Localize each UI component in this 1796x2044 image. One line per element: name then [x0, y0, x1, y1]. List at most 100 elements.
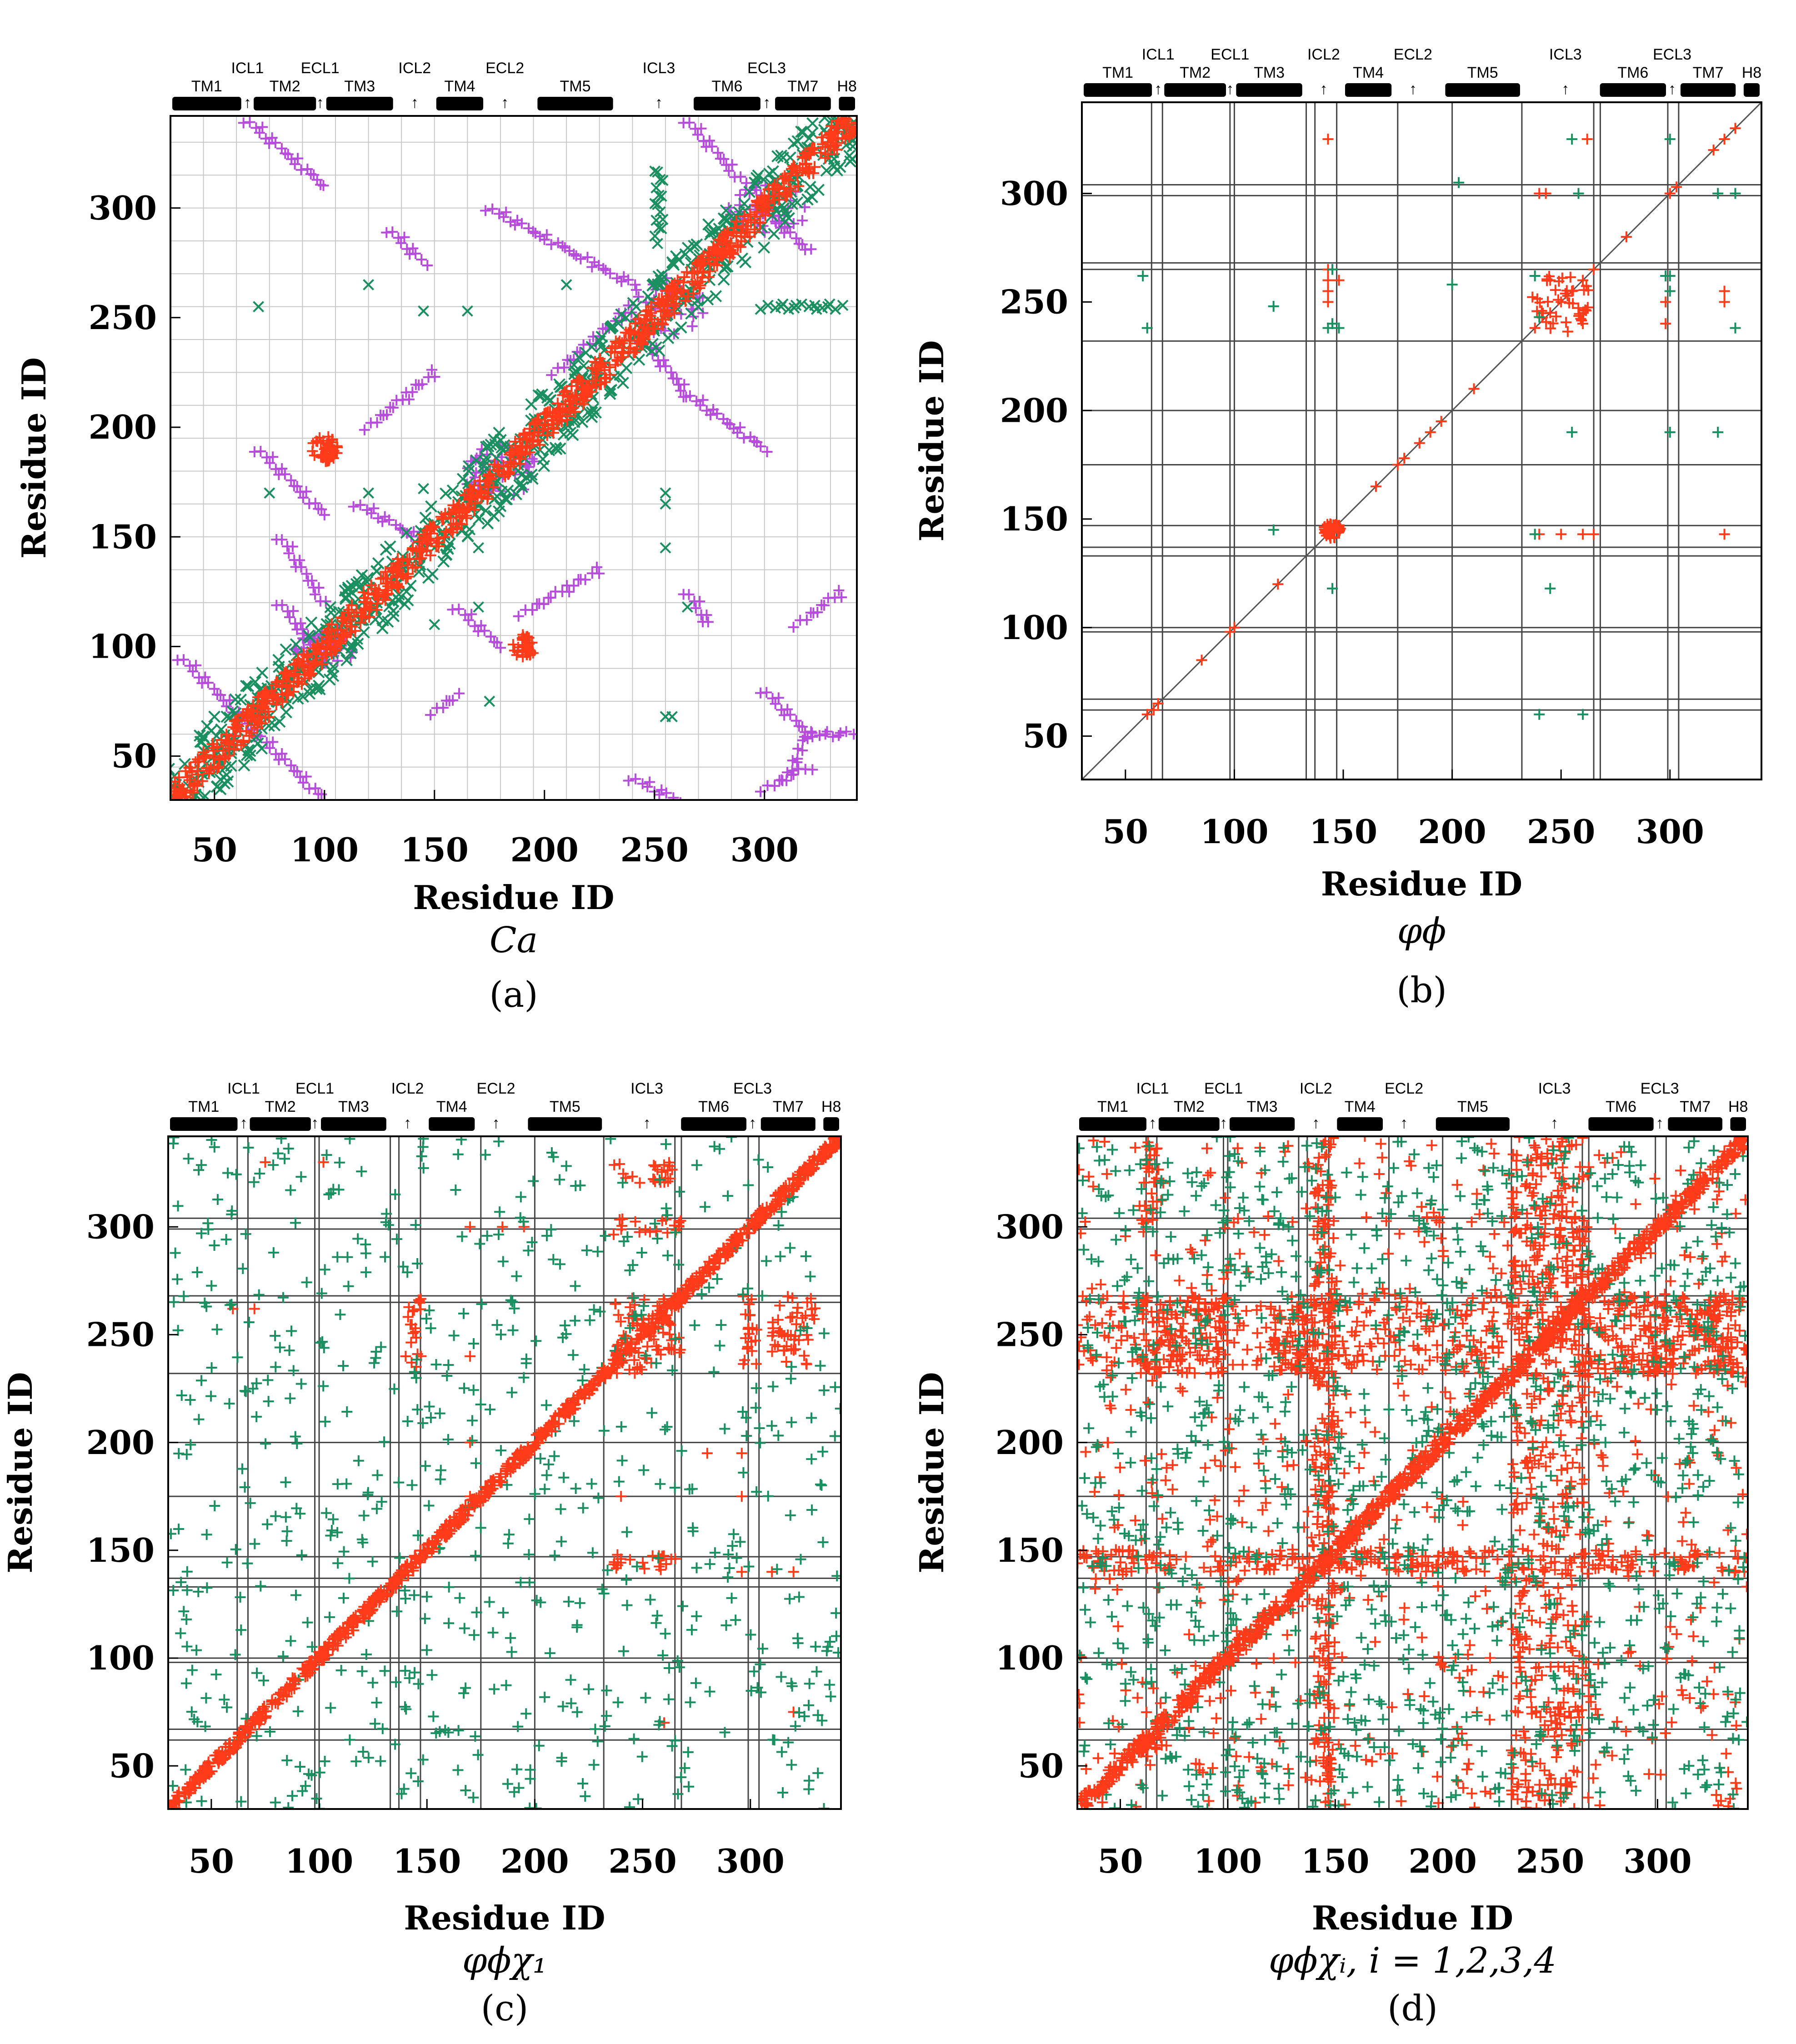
loop-arrow-icon: ↑ — [1320, 80, 1327, 98]
x-tick-label: 50 — [189, 1842, 234, 1880]
data-point — [484, 695, 495, 707]
data-point — [279, 469, 290, 480]
helix-segment — [1743, 83, 1760, 97]
helix-segment — [1345, 83, 1392, 97]
data-point — [264, 742, 275, 754]
data-point — [221, 700, 232, 712]
helix-segment — [1600, 83, 1666, 97]
y-tick-label: 100 — [1000, 608, 1068, 647]
helix-label: TM3 — [344, 78, 375, 95]
data-point — [773, 215, 785, 227]
data-point — [586, 261, 598, 273]
loop-arrow-icon: ↑ — [1668, 80, 1676, 98]
loop-label: ICL2 — [1307, 46, 1340, 63]
data-point — [384, 515, 395, 526]
data-point — [793, 720, 805, 732]
data-point — [295, 561, 307, 573]
data-point — [309, 450, 320, 461]
helix-label: TM5 — [560, 78, 591, 95]
data-point — [623, 274, 634, 285]
data-point — [371, 417, 383, 428]
data-point — [779, 222, 790, 234]
data-point — [598, 263, 609, 274]
data-point — [300, 771, 312, 782]
data-point — [244, 116, 255, 128]
data-point — [660, 542, 671, 554]
data-point — [187, 666, 199, 677]
data-point — [775, 301, 787, 313]
data-point — [249, 676, 261, 688]
y-tick-label: 50 — [109, 1746, 155, 1785]
data-point — [679, 379, 690, 390]
helix-segment — [1164, 83, 1226, 97]
data-point — [820, 729, 831, 740]
helix-label: H8 — [837, 78, 856, 95]
data-point — [285, 760, 297, 771]
data-point — [315, 437, 326, 449]
data-point — [706, 141, 718, 152]
x-axis-label: Residue ID — [1321, 865, 1522, 903]
data-point — [276, 463, 288, 475]
data-layer — [170, 116, 857, 800]
data-point — [509, 220, 520, 231]
helix-segment — [254, 97, 316, 110]
data-point — [785, 709, 796, 720]
data-point — [209, 683, 220, 695]
helix-segment — [250, 1117, 311, 1131]
loop-label: ICL3 — [630, 1080, 663, 1097]
data-point — [594, 568, 605, 579]
data-point — [437, 702, 449, 714]
y-tick-label: 150 — [89, 517, 157, 556]
data-point — [738, 432, 750, 444]
data-point — [630, 279, 641, 290]
data-point — [254, 127, 265, 139]
data-point — [649, 165, 661, 177]
data-point — [425, 709, 436, 720]
loop-arrow-icon: ↑ — [501, 94, 509, 111]
y-tick-label: 100 — [86, 1639, 155, 1677]
helix-segment — [429, 1117, 475, 1131]
x-tick-label: 250 — [620, 830, 689, 869]
data-point — [290, 638, 302, 651]
data-point — [479, 625, 490, 636]
helix-segment — [1236, 83, 1302, 97]
data-point — [381, 409, 392, 420]
data-point — [529, 456, 540, 467]
data-point — [678, 391, 689, 403]
helix-segment — [326, 97, 393, 110]
data-point — [473, 542, 484, 554]
data-point — [653, 222, 665, 234]
x-tick-label: 300 — [1636, 812, 1704, 851]
x-axis-label: Residue ID — [404, 1899, 605, 1937]
data-point — [652, 199, 663, 210]
data-point — [654, 174, 666, 185]
data-point — [755, 304, 766, 315]
data-point — [302, 575, 314, 586]
data-point — [721, 418, 733, 429]
data-point — [487, 203, 498, 215]
data-point — [368, 503, 380, 514]
data-point — [325, 444, 337, 455]
data-point — [523, 637, 534, 648]
data-point — [686, 320, 698, 332]
helix-label: TM6 — [698, 1098, 729, 1115]
data-point — [267, 736, 279, 748]
data-point — [521, 649, 533, 660]
data-point — [630, 773, 641, 785]
data-point — [313, 503, 324, 515]
data-point — [821, 726, 833, 737]
data-point — [837, 300, 849, 311]
data-point — [564, 586, 575, 598]
panel-subtitle: φϕχ₁ — [462, 1940, 547, 1981]
loop-arrow-icon: ↑ — [492, 1114, 500, 1132]
data-point — [684, 117, 695, 128]
data-point — [654, 789, 665, 800]
data-point — [666, 711, 678, 723]
data-point — [704, 135, 715, 146]
y-tick-label: 250 — [86, 1315, 155, 1354]
data-point — [264, 487, 275, 499]
data-point — [616, 276, 627, 287]
data-point — [805, 726, 817, 737]
x-tick-label: 200 — [500, 1842, 569, 1880]
data-point — [538, 598, 550, 610]
